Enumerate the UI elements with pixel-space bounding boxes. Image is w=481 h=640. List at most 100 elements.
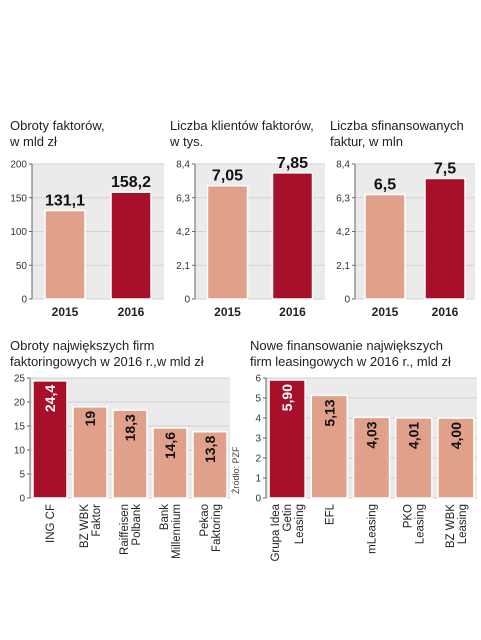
y-tick-label: 6,3 <box>176 193 190 204</box>
y-tick-label: 6,3 <box>336 193 350 204</box>
y-tick-label: 100 <box>10 227 27 238</box>
y-tick-label: 4,2 <box>336 227 350 238</box>
x-tick-label: ING CF <box>45 504 57 543</box>
y-tick-label: 20 <box>14 398 26 409</box>
x-tick-label-line: Faktoring <box>211 504 223 552</box>
bar <box>364 193 406 300</box>
value-label: 131,1 <box>45 193 85 210</box>
value-label: 14,6 <box>162 432 178 459</box>
chart-liczba-klientow: 0 2,1 4,2 6,3 8,4 7,05 2015 7,85 2016 <box>176 155 325 319</box>
value-label: 24,4 <box>42 385 58 412</box>
x-tick-label: Grupa Idea Getin Leasing <box>270 503 306 561</box>
bar <box>424 177 466 300</box>
panel-finansowanie-leasing: Nowe finansowanie największych firm leas… <box>250 338 481 590</box>
y-tick-label: 5 <box>19 470 25 481</box>
y-tick-label: 0 <box>19 494 25 505</box>
panel-liczba-faktur: Liczba sfinansowanych faktur, w mln 0 2,1… <box>330 118 481 328</box>
value-label: 4,03 <box>364 421 380 448</box>
y-tick-label: 150 <box>10 193 27 204</box>
x-tick-label: 2015 <box>52 305 79 319</box>
y-tick-label: 0 <box>184 295 190 306</box>
y-tick-label: 5 <box>255 394 261 405</box>
x-tick-label: Raiffeisen Polbank <box>119 504 143 555</box>
x-tick-label-line: Faktor <box>91 504 103 537</box>
x-tick-label-line: Leasing <box>457 504 469 544</box>
panel-obroty-faktorow: Obroty faktorów, w mld zł 0 50 100 150 200 13… <box>10 118 170 328</box>
x-tick-label-line: mLeasing <box>367 504 379 554</box>
bar <box>310 394 349 499</box>
chart-obroty-firm-faktoringowych: 0 5 10 15 20 25 24,4 ING CF 19 BZ WBK Faktor 18,3 Ra… <box>14 374 230 559</box>
x-tick-label: 2016 <box>118 305 145 319</box>
x-tick-label-line: Bank <box>159 504 171 530</box>
chart-liczba-faktur: 0 2,1 4,2 6,3 8,4 6,5 2015 7,5 2016 <box>336 160 475 319</box>
value-label: 13,8 <box>202 436 218 463</box>
bar <box>110 191 152 300</box>
bar <box>271 172 314 300</box>
bar <box>394 417 433 499</box>
chart-title: Obroty największych firm faktoringowych … <box>10 338 204 369</box>
x-tick-label-line: EFL <box>324 503 336 525</box>
chart-title: Obroty faktorów, w mld zł <box>10 118 105 149</box>
bar <box>268 379 306 499</box>
panel-obroty-firm-faktoringowych: Obroty największych firm faktoringowych … <box>10 338 232 590</box>
y-tick-label: 8,4 <box>336 160 350 171</box>
x-tick-label: 2015 <box>372 305 399 319</box>
bar <box>352 416 391 499</box>
value-label: 4,01 <box>406 422 422 449</box>
chart-obroty-faktorow: 0 50 100 150 200 131,1 2015 158,2 2016 <box>10 160 164 319</box>
x-tick-label: BZ WBK Leasing <box>445 504 469 548</box>
x-tick-label-line: ING CF <box>45 504 57 543</box>
y-tick-label: 2,1 <box>336 261 350 272</box>
chart-title: Nowe finansowanie największych firm leas… <box>250 338 451 369</box>
bar <box>112 409 148 499</box>
value-label: 7,5 <box>434 160 456 177</box>
chart-title: Liczba sfinansowanych faktur, w mln <box>330 118 464 149</box>
value-label: 6,5 <box>374 177 396 194</box>
x-tick-label: 2016 <box>279 305 306 319</box>
x-tick-label-line: BZ WBK <box>445 504 457 548</box>
y-tick-label: 1 <box>255 474 261 485</box>
panel-liczba-klientow: Liczba klientów faktorów, w tys. 0 2,1 4,2… <box>170 118 330 328</box>
y-tick-label: 0 <box>344 295 350 306</box>
value-label: 7,85 <box>277 155 308 172</box>
bar <box>192 431 228 499</box>
y-tick-label: 3 <box>255 434 261 445</box>
x-tick-label: 2016 <box>432 305 459 319</box>
value-label: 5,13 <box>321 399 337 426</box>
bar <box>72 406 108 499</box>
y-tick-label: 4,2 <box>176 227 190 238</box>
y-tick-label: 25 <box>14 374 26 385</box>
bar <box>32 380 68 499</box>
x-tick-label-line: BZ WBK <box>79 504 91 548</box>
value-label: 5,90 <box>279 384 295 411</box>
y-tick-label: 8,4 <box>176 160 190 171</box>
x-tick-label-line: Polbank <box>131 504 143 546</box>
y-tick-label: 2,1 <box>176 261 190 272</box>
x-tick-label: mLeasing <box>367 504 379 554</box>
y-tick-label: 15 <box>14 422 26 433</box>
y-tick-label: 4 <box>255 414 261 425</box>
y-tick-label: 50 <box>16 261 28 272</box>
value-label: 19 <box>82 411 98 427</box>
source-note: Źródło: PZF <box>231 446 241 494</box>
bar <box>152 427 188 499</box>
bar <box>44 209 86 300</box>
value-label: 18,3 <box>122 414 138 441</box>
x-tick-label-line: PKO <box>403 504 415 528</box>
x-tick-label: PKO Leasing <box>403 504 427 544</box>
y-tick-label: 6 <box>255 374 261 385</box>
x-tick-label: EFL <box>324 503 336 525</box>
x-tick-label-line: Leasing <box>294 504 306 544</box>
chart-title: Liczba klientów faktorów, w tys. <box>170 118 314 149</box>
x-tick-label-line: Getin <box>282 504 294 532</box>
x-tick-label: Pekao Faktoring <box>199 504 223 552</box>
y-tick-label: 200 <box>10 160 27 171</box>
bar <box>437 417 475 499</box>
bar <box>206 184 249 300</box>
value-label: 158,2 <box>111 174 151 191</box>
x-tick-label-line: Pekao <box>199 504 211 537</box>
x-tick-label-line: Raiffeisen <box>119 504 131 555</box>
y-tick-label: 0 <box>255 494 261 505</box>
x-tick-label: BZ WBK Faktor <box>79 504 103 548</box>
